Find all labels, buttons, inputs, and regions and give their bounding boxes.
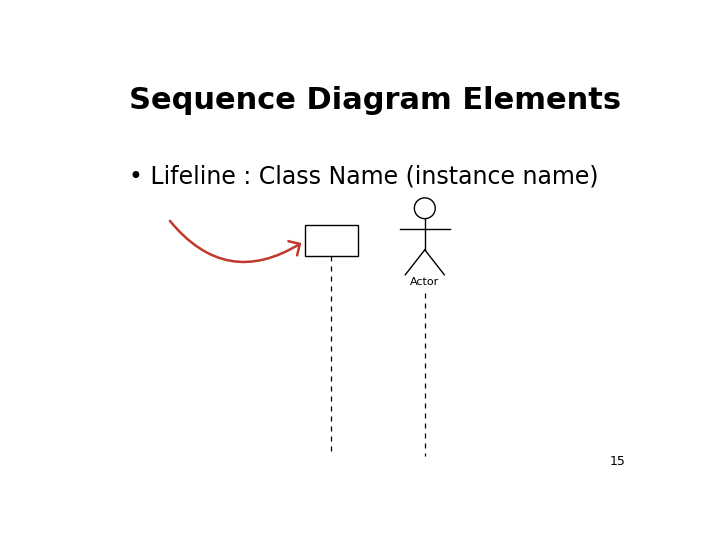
Bar — [305, 225, 358, 256]
Text: • Lifeline : Class Name (instance name): • Lifeline : Class Name (instance name) — [129, 165, 598, 188]
Text: User: User — [319, 235, 344, 246]
FancyArrowPatch shape — [170, 221, 300, 262]
Text: Actor: Actor — [410, 277, 439, 287]
Text: Sequence Diagram Elements: Sequence Diagram Elements — [129, 85, 621, 114]
Text: 15: 15 — [610, 455, 626, 468]
